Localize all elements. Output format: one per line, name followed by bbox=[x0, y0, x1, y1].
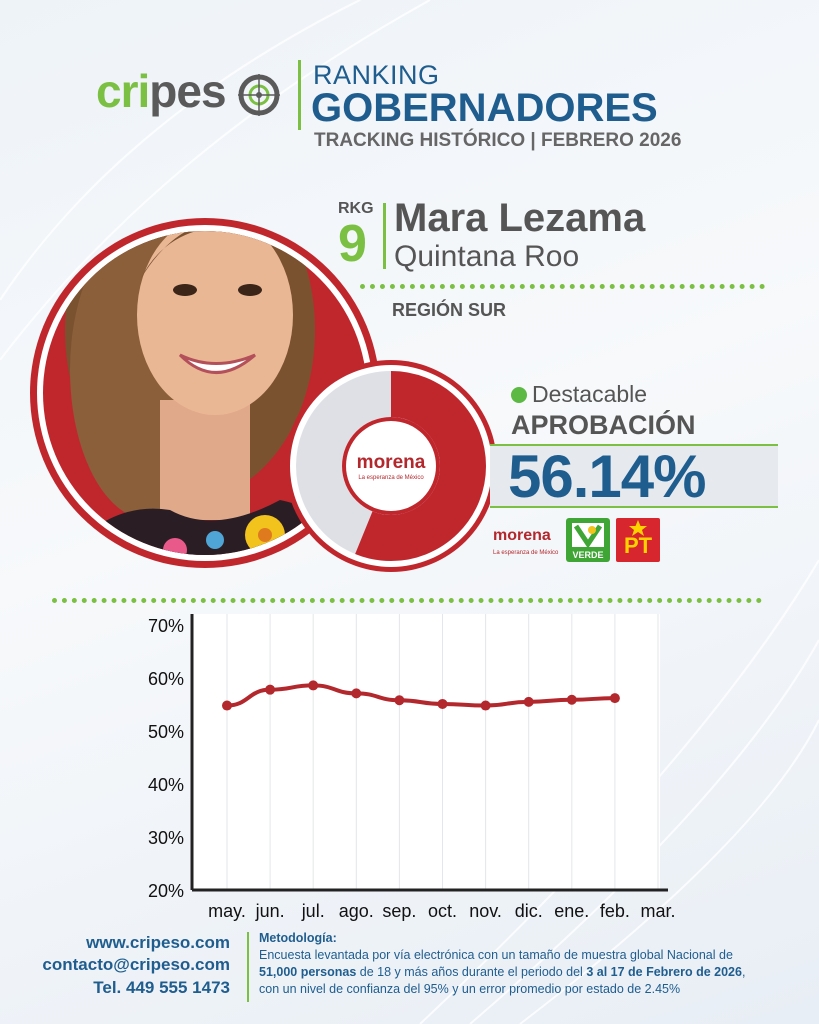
title-gobernadores: GOBERNADORES bbox=[311, 86, 658, 130]
y-tick-label: 60% bbox=[148, 669, 184, 689]
donut-party-name: morena bbox=[356, 452, 426, 473]
approval-value: 56.14% bbox=[508, 443, 706, 510]
morena-logo: morena La esperanza de México bbox=[493, 528, 558, 561]
dotted-divider-bottom bbox=[52, 598, 762, 603]
data-point bbox=[523, 696, 534, 707]
methodology-sample: 51,000 personas bbox=[259, 965, 357, 979]
x-tick-label: dic. bbox=[515, 901, 543, 921]
methodology-title: Metodología: bbox=[259, 931, 337, 945]
data-point bbox=[394, 695, 405, 706]
morena-logo-name: morena bbox=[493, 527, 551, 544]
approval-line bbox=[490, 444, 778, 446]
candidate-name: Mara Lezama bbox=[394, 196, 646, 240]
chart-plot-area bbox=[192, 614, 660, 890]
x-tick-label: nov. bbox=[469, 901, 502, 921]
y-tick-label: 20% bbox=[148, 881, 184, 901]
target-logo-icon bbox=[238, 74, 280, 116]
series-line bbox=[225, 683, 617, 708]
verde-label: VERDE bbox=[572, 550, 604, 560]
x-tick-label: sep. bbox=[382, 901, 416, 921]
data-point bbox=[308, 680, 319, 691]
y-tick-label: 50% bbox=[148, 722, 184, 742]
rank-label: RKG bbox=[338, 200, 374, 217]
rank-divider bbox=[383, 203, 386, 269]
website-link[interactable]: www.cripeso.com bbox=[86, 933, 230, 952]
pt-logo: PT bbox=[616, 518, 660, 562]
methodology-comma: , bbox=[741, 965, 746, 979]
x-tick-label: ago. bbox=[339, 901, 374, 921]
donut-party-tagline: La esperanza de México bbox=[358, 475, 424, 481]
phone-number: Tel. 449 555 1473 bbox=[93, 978, 230, 997]
x-tick-label: jun. bbox=[255, 901, 285, 921]
email-link[interactable]: contacto@cripeso.com bbox=[42, 955, 230, 974]
approval-line-chart: 20% 30% 40% 50% 60% 70% may. jun. jul. ago. sep. oc… bbox=[148, 614, 676, 921]
methodology-age: de 18 y más años durante el periodo del bbox=[356, 965, 587, 979]
x-tick-label: may. bbox=[208, 901, 246, 921]
logo-text-green: cri bbox=[96, 65, 150, 117]
star-icon bbox=[629, 520, 647, 536]
y-tick-label: 40% bbox=[148, 775, 184, 795]
logo-text-gray: pes bbox=[149, 65, 226, 117]
approval-box bbox=[490, 446, 778, 508]
morena-logo-tagline: La esperanza de México bbox=[493, 550, 559, 556]
portrait-and-donut bbox=[30, 218, 497, 572]
x-tick-label: feb. bbox=[600, 901, 630, 921]
toucan-icon bbox=[572, 523, 604, 549]
data-point bbox=[566, 694, 577, 705]
data-point bbox=[480, 700, 491, 711]
x-tick-label: oct. bbox=[428, 901, 457, 921]
y-tick-label: 70% bbox=[148, 616, 184, 636]
title-ranking: RANKING bbox=[313, 60, 440, 90]
status-dot-icon bbox=[511, 387, 527, 403]
subtitle-tracking: TRACKING HISTÓRICO | FEBRERO 2026 bbox=[314, 130, 682, 151]
methodology-period: 3 al 17 de Febrero de 2026 bbox=[586, 965, 742, 979]
y-tick-label: 30% bbox=[148, 828, 184, 848]
data-point bbox=[265, 684, 276, 695]
footer-divider bbox=[247, 932, 249, 1002]
x-tick-label: jul. bbox=[301, 901, 325, 921]
candidate-state: Quintana Roo bbox=[394, 240, 580, 273]
donut-party-logo: morena La esperanza de México bbox=[349, 452, 433, 481]
data-point bbox=[609, 693, 620, 704]
pt-label: PT bbox=[623, 533, 653, 558]
methodology-line1: Encuesta levantada por vía electrónica c… bbox=[259, 948, 733, 962]
approval-label: APROBACIÓN bbox=[511, 410, 696, 440]
data-point bbox=[351, 688, 362, 699]
verde-logo: VERDE bbox=[566, 518, 610, 562]
x-tick-label: mar. bbox=[640, 901, 675, 921]
region-label: REGIÓN SUR bbox=[392, 300, 507, 320]
data-point bbox=[437, 698, 448, 709]
methodology-line3: con un nivel de confianza del 95% y un e… bbox=[259, 982, 681, 996]
cripeso-logo: cripes bbox=[96, 65, 227, 117]
x-tick-label: ene. bbox=[554, 901, 589, 921]
status-label: Destacable bbox=[532, 381, 648, 407]
rank-number: 9 bbox=[338, 215, 367, 273]
methodology: Metodología: Encuesta levantada por vía … bbox=[259, 930, 799, 998]
dotted-divider-top bbox=[360, 284, 765, 289]
approval-donut bbox=[285, 360, 497, 572]
data-point bbox=[222, 700, 232, 711]
header-divider bbox=[298, 60, 301, 130]
